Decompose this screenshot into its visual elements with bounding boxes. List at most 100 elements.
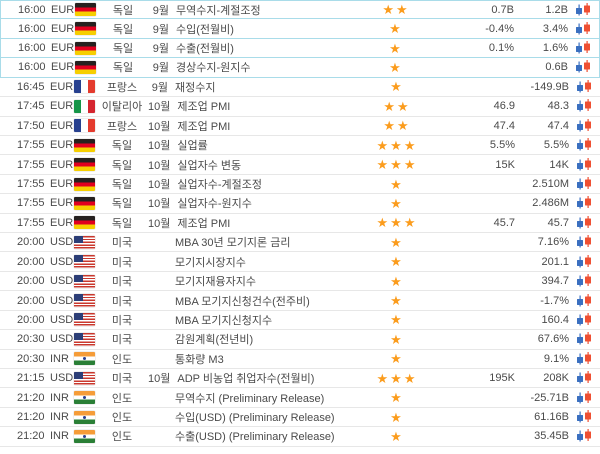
event-name[interactable]: 제조업 PMI xyxy=(177,217,231,230)
event-name[interactable]: MBA 모기지신청지수 xyxy=(175,314,273,327)
event-name[interactable]: 모기지재융자지수 xyxy=(175,276,256,289)
event-name[interactable]: 모기지시장지수 xyxy=(175,256,246,269)
event-row[interactable]: 20:00 USD 미국 모기지재융자지수 ★ 394.7 xyxy=(0,271,600,292)
event-row[interactable]: 20:00 USD 미국 MBA 모기지신청건수(전주비) ★ -1.7% xyxy=(0,291,600,311)
previous-value: 208K xyxy=(543,372,569,385)
event-name[interactable]: 무역수지 (Preliminary Release) xyxy=(175,392,325,405)
candlestick-chart-icon[interactable] xyxy=(576,79,594,94)
candlestick-chart-icon[interactable] xyxy=(576,215,594,230)
candlestick-chart-icon[interactable] xyxy=(576,157,594,172)
importance-stars-icon: ★ xyxy=(390,331,404,347)
event-name[interactable]: 수입(전월비) xyxy=(176,23,234,36)
importance-stars-icon: ★ xyxy=(390,351,404,367)
event-name[interactable]: 수출(전월비) xyxy=(176,43,234,56)
previous-value: 2.510M xyxy=(532,178,569,190)
event-name[interactable]: 실업자수-원지수 xyxy=(177,198,252,211)
candlestick-chart-icon[interactable] xyxy=(576,118,594,133)
event-row[interactable]: 16:00 EUR 독일 9월 수입(전월비) ★ -0.4% 3.4% xyxy=(0,19,600,39)
event-name[interactable]: 수입(USD) (Preliminary Release) xyxy=(175,412,335,425)
event-row[interactable]: 17:45 EUR 이탈리아 10월 제조업 PMI ★★ 46.9 48.3 xyxy=(0,97,600,117)
country-name: 독일 xyxy=(111,140,133,153)
previous-value: 14K xyxy=(549,158,569,171)
importance-stars-icon: ★ xyxy=(390,428,404,444)
candlestick-chart-icon[interactable] xyxy=(576,293,594,308)
event-row[interactable]: 21:15 USD 미국 10월 ADP 비농업 취업자수(전월비) ★★★ 1… xyxy=(0,369,600,389)
currency-code: USD xyxy=(50,333,74,346)
event-row[interactable]: 16:45 EUR 프랑스 9월 재정수지 ★ -149.9B xyxy=(0,77,600,98)
candlestick-chart-icon[interactable] xyxy=(576,138,594,152)
report-month: 10월 xyxy=(148,120,171,133)
currency-code: USD xyxy=(50,313,74,326)
event-name[interactable]: 실업자수 변동 xyxy=(177,159,242,172)
event-row[interactable]: 17:50 EUR 프랑스 10월 제조업 PMI ★★ 47.4 47.4 xyxy=(0,116,600,136)
event-row[interactable]: 20:00 USD 미국 MBA 30년 모기지론 금리 ★ 7.16% xyxy=(0,233,600,253)
event-row[interactable]: 20:00 USD 미국 모기지시장지수 ★ 201.1 xyxy=(0,252,600,272)
forecast-value: 0.7B xyxy=(491,3,514,16)
country-flag-icon xyxy=(74,313,95,327)
flag-cell xyxy=(75,60,97,74)
event-name[interactable]: 수출(USD) (Preliminary Release) xyxy=(175,431,335,444)
candlestick-chart-icon[interactable] xyxy=(576,410,594,424)
candlestick-chart-icon[interactable] xyxy=(575,41,593,55)
candlestick-chart-icon[interactable] xyxy=(576,332,594,346)
event-time: 17:55 xyxy=(17,178,45,190)
event-row[interactable]: 20:30 USD 미국 감원계획(전년비) ★ 67.6% xyxy=(0,330,600,350)
event-time: 16:00 xyxy=(18,61,46,74)
event-row[interactable]: 21:20 INR 인도 수출(USD) (Preliminary Releas… xyxy=(0,427,600,447)
event-row[interactable]: 20:30 INR 인도 통화량 M3 ★ 9.1% xyxy=(0,349,600,370)
candlestick-chart-icon[interactable] xyxy=(575,60,593,74)
event-row[interactable]: 20:00 USD 미국 MBA 모기지신청지수 ★ 160.4 xyxy=(0,310,600,331)
currency-code: EUR xyxy=(50,119,74,132)
flag-cell xyxy=(74,410,96,424)
candlestick-chart-icon[interactable] xyxy=(576,429,594,443)
event-name[interactable]: 실업자수-계절조정 xyxy=(177,179,262,191)
event-row[interactable]: 21:20 INR 인도 무역수지 (Preliminary Release) … xyxy=(0,388,600,408)
previous-value: -1.7% xyxy=(540,294,569,307)
country-flag-icon xyxy=(74,99,95,113)
previous-value: 394.7 xyxy=(541,275,569,288)
candlestick-chart-icon[interactable] xyxy=(576,177,594,191)
event-name[interactable]: 통화량 M3 xyxy=(175,353,224,366)
event-name[interactable]: 제조업 PMI xyxy=(177,101,231,114)
event-row[interactable]: 17:55 EUR 독일 10월 실업자수-원지수 ★ 2.486M xyxy=(0,194,600,214)
event-row[interactable]: 17:55 EUR 독일 10월 실업자수 변동 ★★★ 15K 14K xyxy=(0,155,600,175)
forecast-value: 46.9 xyxy=(493,100,515,113)
event-name[interactable]: MBA 30년 모기지론 금리 xyxy=(175,237,291,250)
candlestick-chart-icon[interactable] xyxy=(576,254,594,269)
country-name: 미국 xyxy=(111,276,133,289)
candlestick-chart-icon[interactable] xyxy=(575,21,593,36)
flag-cell xyxy=(74,99,96,113)
report-month: 9월 xyxy=(152,4,169,17)
event-name[interactable]: 경상수지-원지수 xyxy=(176,62,251,75)
event-row[interactable]: 17:55 EUR 독일 10월 실업자수-계절조정 ★ 2.510M xyxy=(0,174,600,195)
candlestick-chart-icon[interactable] xyxy=(576,274,594,288)
event-row[interactable]: 21:20 INR 인도 수입(USD) (Preliminary Releas… xyxy=(0,407,600,428)
event-name[interactable]: ADP 비농업 취업자수(전월비) xyxy=(177,373,315,386)
event-name[interactable]: 실업률 xyxy=(177,140,208,153)
candlestick-chart-icon[interactable] xyxy=(576,196,594,210)
event-row[interactable]: 16:00 EUR 독일 9월 무역수지-계절조정 ★★ 0.7B 1.2B xyxy=(0,0,600,20)
candlestick-chart-icon[interactable] xyxy=(576,99,594,113)
event-row[interactable]: 16:00 EUR 독일 9월 수출(전월비) ★ 0.1% 1.6% xyxy=(0,38,600,59)
event-row[interactable]: 16:00 EUR 독일 9월 경상수지-원지수 ★ 0.6B xyxy=(0,58,600,78)
event-name[interactable]: 재정수지 xyxy=(175,81,216,94)
event-row[interactable]: 17:55 EUR 독일 10월 제조업 PMI ★★★ 45.7 45.7 xyxy=(0,213,600,234)
importance-stars-icon: ★★ xyxy=(383,98,411,114)
candlestick-chart-icon[interactable] xyxy=(576,371,594,385)
currency-code: EUR xyxy=(51,61,75,74)
previous-value: 9.1% xyxy=(543,352,569,365)
candlestick-chart-icon[interactable] xyxy=(576,235,594,249)
currency-code: INR xyxy=(50,352,69,365)
event-name[interactable]: MBA 모기지신청건수(전주비) xyxy=(175,295,310,308)
candlestick-chart-icon[interactable] xyxy=(575,2,593,17)
candlestick-chart-icon[interactable] xyxy=(576,351,594,366)
currency-code: INR xyxy=(50,411,69,424)
candlestick-chart-icon[interactable] xyxy=(576,390,594,405)
previous-value: -25.71B xyxy=(530,391,569,404)
event-name[interactable]: 감원계획(전년비) xyxy=(175,334,254,347)
country-name: 독일 xyxy=(111,159,133,172)
event-row[interactable]: 17:55 EUR 독일 10월 실업률 ★★★ 5.5% 5.5% xyxy=(0,135,600,156)
candlestick-chart-icon[interactable] xyxy=(576,312,594,327)
event-name[interactable]: 무역수지-계절조정 xyxy=(176,4,261,17)
event-name[interactable]: 제조업 PMI xyxy=(177,120,231,133)
